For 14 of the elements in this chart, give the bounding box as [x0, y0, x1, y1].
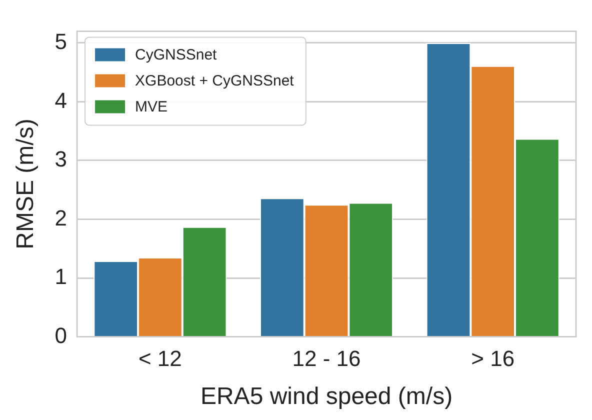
y-tick-label: 3 — [54, 146, 68, 172]
y-tick-label: 1 — [54, 264, 68, 290]
x-tick-label: 12 - 16 — [292, 346, 361, 372]
x-tick-label: > 16 — [471, 346, 515, 372]
x-axis-title: ERA5 wind speed (m/s) — [200, 383, 453, 410]
legend-label: MVE — [135, 98, 168, 116]
y-tick-label: 5 — [54, 29, 68, 54]
legend-label: XGBoost + CyGNSSnet — [135, 72, 295, 90]
y-tick-label: 2 — [54, 205, 68, 230]
y-axis-title: RMSE (m/s) — [12, 118, 40, 250]
y-tick-label: 0 — [54, 322, 68, 348]
x-tick-label: < 12 — [138, 346, 182, 372]
legend-label: CyGNSSnet — [135, 46, 218, 64]
y-tick-label: 4 — [54, 88, 68, 113]
